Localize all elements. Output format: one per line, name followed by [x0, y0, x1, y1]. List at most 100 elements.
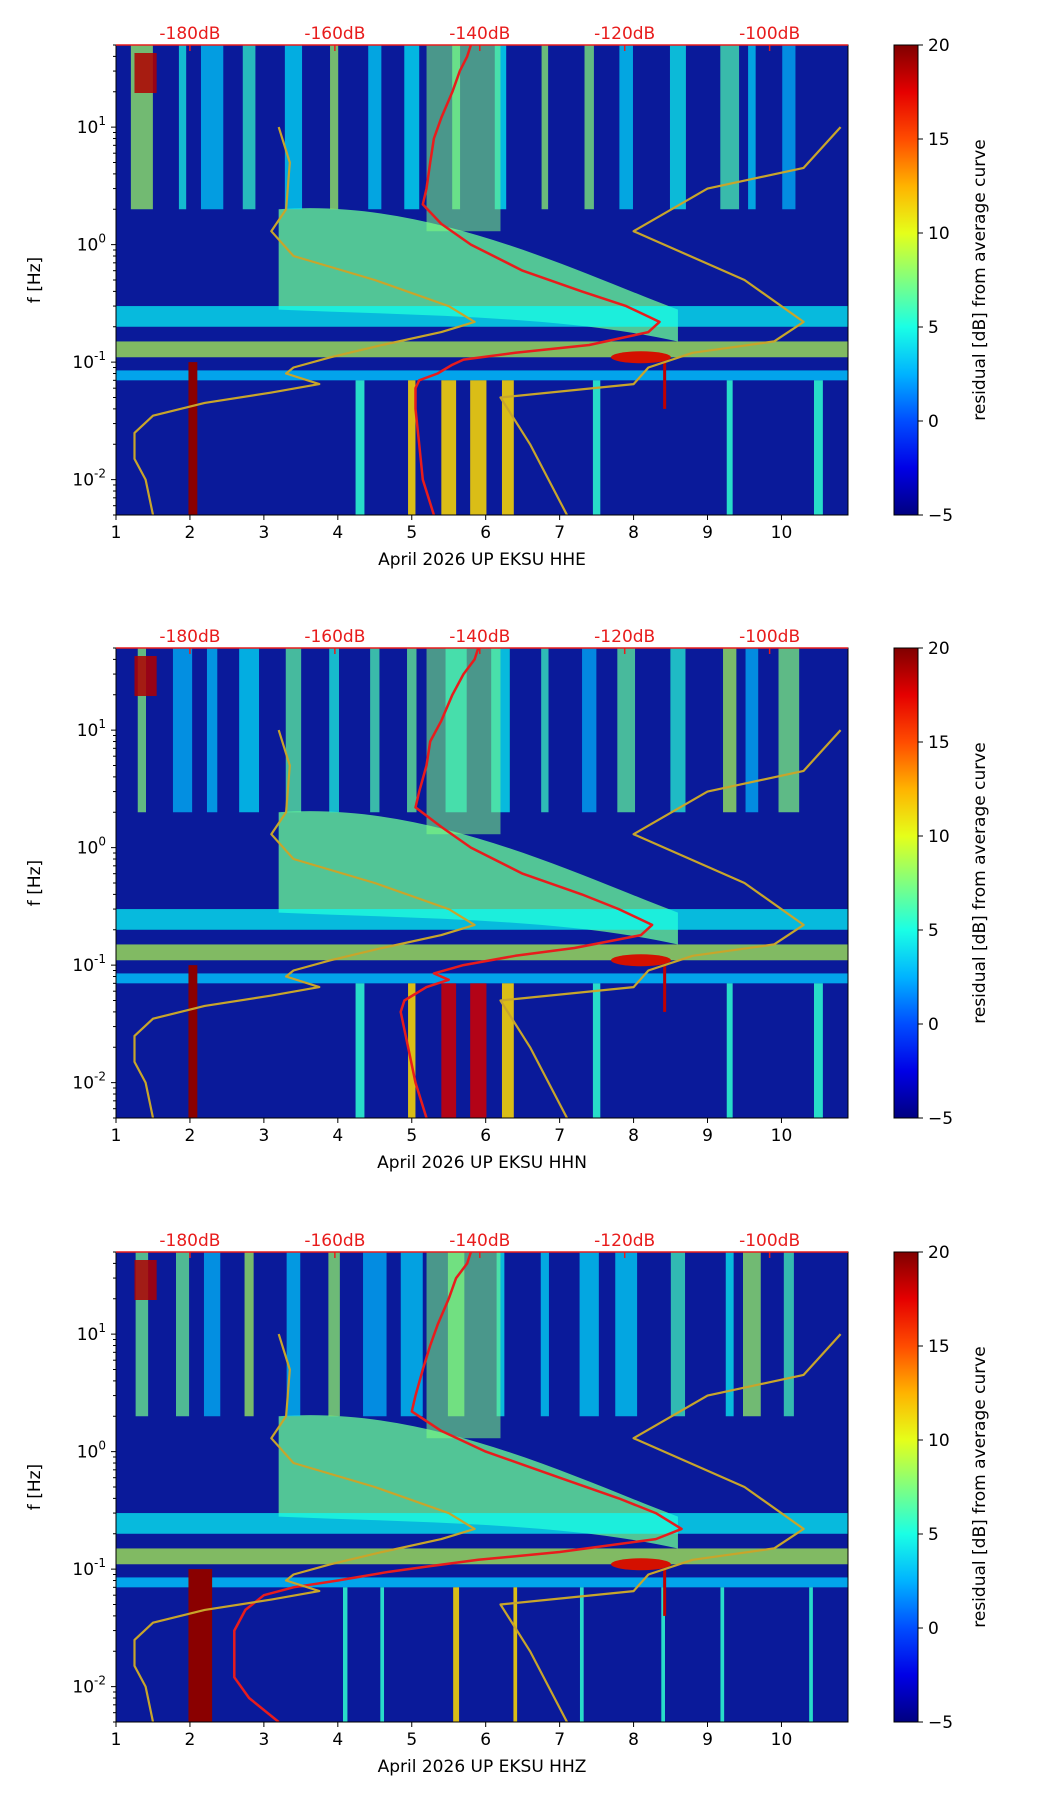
- median-curve: [399, 648, 654, 1118]
- y-tick-exponent: 0: [98, 835, 106, 849]
- y-tick-label: 10-1: [72, 349, 106, 373]
- hf-strip: [617, 648, 636, 813]
- top-tick-label: -100dB: [739, 627, 800, 647]
- event-column: [188, 1569, 213, 1722]
- x-tick-label: 1: [111, 1730, 122, 1750]
- lf-burst: [813, 983, 823, 1118]
- y-tick-exponent: 1: [98, 1321, 106, 1335]
- x-tick-label: 3: [258, 523, 269, 543]
- spectrogram: [116, 45, 848, 515]
- y-tick-label: 10-1: [72, 1556, 106, 1580]
- x-tick-label: 6: [480, 1126, 491, 1146]
- hf-strip: [725, 1252, 734, 1417]
- lf-burst: [513, 1587, 518, 1722]
- x-tick-label: 2: [185, 1126, 196, 1146]
- hf-strip: [244, 1252, 254, 1417]
- hf-event: [134, 1260, 157, 1300]
- lf-burst: [470, 380, 487, 515]
- y-tick-label: 100: [77, 835, 106, 859]
- x-tick-label: 7: [554, 523, 565, 543]
- y-tick-exponent: -2: [94, 467, 106, 481]
- spike: [663, 362, 667, 409]
- lf-burst: [380, 1587, 385, 1722]
- top-tick-label: -160dB: [304, 24, 365, 44]
- x-tick-label: 4: [332, 523, 343, 543]
- hf-strip: [742, 1252, 761, 1417]
- hf-strip: [723, 648, 737, 813]
- primary-band: [116, 341, 848, 358]
- colorbar-tick-label: 10: [928, 827, 950, 847]
- x-tick-label: 5: [406, 1126, 417, 1146]
- x-tick-label: 4: [332, 1126, 343, 1146]
- x-tick-label: 7: [554, 1126, 565, 1146]
- spectrogram: [116, 1252, 848, 1722]
- y-tick-label: 10-2: [72, 467, 106, 491]
- hf-strip: [363, 1252, 387, 1417]
- colorbar-tick-label: −5: [928, 1713, 953, 1733]
- colorbar: [893, 44, 919, 516]
- y-axis-label: f [Hz]: [25, 860, 45, 906]
- x-tick-label: 10: [771, 1126, 793, 1146]
- x-tick-label: 5: [406, 523, 417, 543]
- hf-strip: [370, 648, 380, 813]
- hf-strip: [615, 1252, 638, 1417]
- top-tick-label: -180dB: [159, 24, 220, 44]
- x-tick-label: 8: [628, 1730, 639, 1750]
- x-tick-label: 8: [628, 1126, 639, 1146]
- colorbar-tick-label: 0: [928, 1619, 939, 1639]
- colorbar-tick-label: 20: [928, 639, 950, 659]
- y-tick-label: 10-2: [72, 1674, 106, 1698]
- hf-strip: [328, 1252, 340, 1417]
- mid-band: [116, 973, 848, 984]
- y-tick-exponent: 0: [98, 232, 106, 246]
- x-tick-label: 6: [480, 523, 491, 543]
- lf-burst: [809, 1587, 813, 1722]
- hf-event: [134, 53, 157, 93]
- x-tick-label: 10: [771, 1730, 793, 1750]
- lf-burst: [720, 1587, 725, 1722]
- lf-burst: [592, 983, 601, 1118]
- hf-strip: [178, 45, 187, 210]
- lf-burst: [726, 983, 733, 1118]
- x-tick-label: 9: [702, 1126, 713, 1146]
- hf-strip: [426, 1252, 501, 1439]
- top-tick-label: -120dB: [594, 1231, 655, 1251]
- spectrogram: [116, 648, 848, 1118]
- y-tick-exponent: 1: [98, 717, 106, 731]
- high-noise-model-curve: [499, 126, 842, 515]
- y-tick-label: 10-2: [72, 1070, 106, 1094]
- lf-burst: [355, 983, 365, 1118]
- hf-strip: [541, 45, 549, 210]
- hf-strip: [407, 648, 417, 813]
- top-tick-label: -120dB: [594, 24, 655, 44]
- top-tick-label: -160dB: [304, 627, 365, 647]
- hf-strip: [330, 45, 339, 210]
- colorbar-label: residual [dB] from average curve: [970, 742, 990, 1023]
- y-tick-exponent: -1: [94, 349, 106, 363]
- hf-strip: [670, 648, 686, 813]
- hf-strip: [778, 648, 800, 813]
- colorbar-tick-label: 20: [928, 36, 950, 56]
- hf-strip: [203, 1252, 221, 1417]
- hf-strip: [400, 1252, 423, 1417]
- top-tick-label: -180dB: [159, 1231, 220, 1251]
- colorbar-tick-label: 15: [928, 733, 950, 753]
- hf-strip: [239, 648, 260, 813]
- hf-event: [134, 656, 157, 696]
- secondary-band: [116, 1513, 848, 1534]
- colorbar: [893, 647, 919, 1119]
- x-axis-label: April 2026 UP EKSU HHN: [377, 1153, 587, 1173]
- y-tick-exponent: -1: [94, 952, 106, 966]
- hf-strip: [404, 45, 420, 210]
- x-tick-label: 2: [185, 523, 196, 543]
- top-tick-label: -140dB: [449, 627, 510, 647]
- y-tick-exponent: 0: [98, 1439, 106, 1453]
- hf-strip: [579, 1252, 599, 1417]
- y-tick-exponent: -2: [94, 1674, 106, 1688]
- median-curve: [414, 45, 661, 515]
- y-axis-label: f [Hz]: [25, 1464, 45, 1510]
- y-tick-label: 100: [77, 232, 106, 256]
- colorbar-tick-label: 10: [928, 1431, 950, 1451]
